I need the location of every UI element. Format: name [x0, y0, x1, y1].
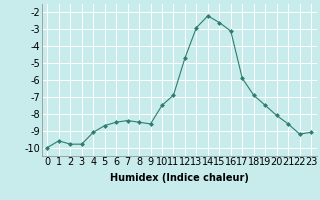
X-axis label: Humidex (Indice chaleur): Humidex (Indice chaleur): [110, 173, 249, 183]
